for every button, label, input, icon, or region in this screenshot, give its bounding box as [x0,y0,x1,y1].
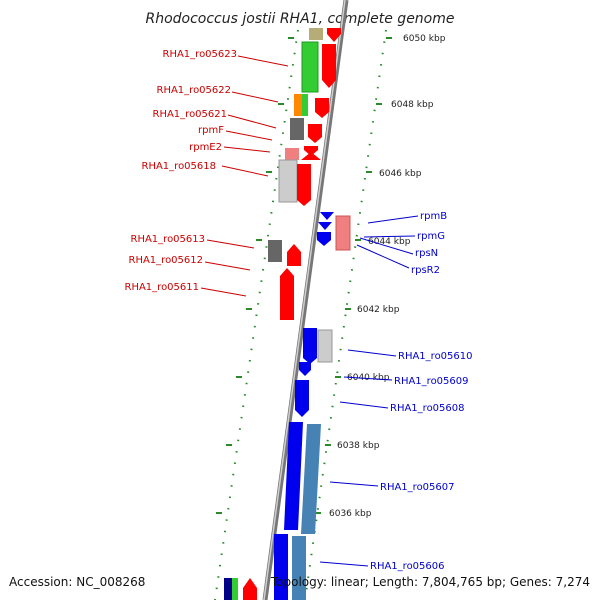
genome-backbone [262,0,349,600]
gene-block[interactable] [274,534,288,600]
gene-block[interactable] [302,94,308,116]
gene-block[interactable] [268,240,282,262]
gene-block[interactable] [224,578,232,600]
gene-label[interactable]: rpsN [415,248,438,259]
gene-arrow[interactable] [315,98,329,118]
accession-text: Accession: NC_008268 [9,575,145,589]
gene-arrow[interactable] [318,222,332,230]
gene-label[interactable]: RHA1_ro05608 [390,403,465,414]
gene-arrow[interactable] [322,44,336,88]
topology-text: Topology: linear; Length: 7,804,765 bp; … [270,575,590,589]
kbp-label: 6040 kbp [347,373,390,383]
gene-arrow[interactable] [284,422,303,530]
gene-label[interactable]: RHA1_ro05618 [142,161,217,172]
gene-block[interactable] [335,215,351,251]
right-major-ticks [315,37,392,514]
kbp-label: 6042 kbp [357,305,400,315]
gene-arrow[interactable] [299,362,311,376]
gene-label[interactable]: rpmB [420,211,447,222]
gene-arrow[interactable] [317,232,331,246]
forward-genes [268,28,341,320]
gene-label[interactable]: RHA1_ro05606 [370,561,445,572]
gene-label[interactable]: RHA1_ro05613 [131,234,206,245]
gene-label[interactable]: RHA1_ro05607 [380,482,455,493]
gene-arrow[interactable] [320,212,334,220]
gene-label[interactable]: RHA1_ro05612 [129,255,204,266]
kbp-label: 6044 kbp [368,237,411,247]
gene-label[interactable]: RHA1_ro05609 [394,376,469,387]
gene-arrow[interactable] [327,28,341,42]
gene-arrow[interactable] [301,152,321,160]
gene-block[interactable] [294,94,302,116]
left-outer-tick-row [214,29,299,600]
kbp-label: 6048 kbp [391,100,434,110]
reverse-leader-lines [319,215,419,567]
reverse-genes [274,212,351,600]
gene-block[interactable] [278,159,298,203]
gene-block[interactable] [290,118,304,140]
gene-arrow[interactable] [303,328,317,364]
gene-block[interactable] [232,578,238,600]
gene-label[interactable]: rpmE2 [189,142,222,153]
gene-label[interactable]: rpsR2 [411,265,440,276]
gene-label[interactable]: RHA1_ro05622 [157,85,232,96]
map-title: Rhodococcus jostii RHA1, complete genome [145,11,454,27]
gene-arrow[interactable] [295,380,309,417]
gene-arrow[interactable] [308,124,322,143]
gene-block[interactable] [301,424,321,534]
kbp-label: 6050 kbp [403,34,446,44]
gene-block[interactable] [292,536,306,600]
forward-leader-lines [200,55,289,297]
gene-arrow[interactable] [304,146,318,156]
gene-label[interactable]: rpmF [198,125,224,136]
gene-block[interactable] [317,329,333,363]
gene-arrow[interactable] [297,164,311,206]
left-major-ticks [216,37,294,514]
gene-label[interactable]: rpmG [417,231,445,242]
gene-block[interactable] [309,28,323,40]
gene-block[interactable] [285,148,299,160]
kbp-label: 6046 kbp [379,169,422,179]
genome-backbone-highlight [263,0,346,600]
kbp-label: 6038 kbp [337,441,380,451]
gene-label[interactable]: RHA1_ro05611 [125,282,200,293]
gene-arrow[interactable] [280,268,294,320]
gene-label[interactable]: RHA1_ro05623 [163,49,238,60]
kbp-label: 6036 kbp [329,509,372,519]
gene-label[interactable]: RHA1_ro05621 [153,109,228,120]
gene-arrow[interactable] [243,578,257,600]
gene-arrow[interactable] [287,244,301,266]
gene-label[interactable]: RHA1_ro05610 [398,351,473,362]
gene-block[interactable] [301,41,319,93]
right-outer-tick-row [304,29,387,600]
